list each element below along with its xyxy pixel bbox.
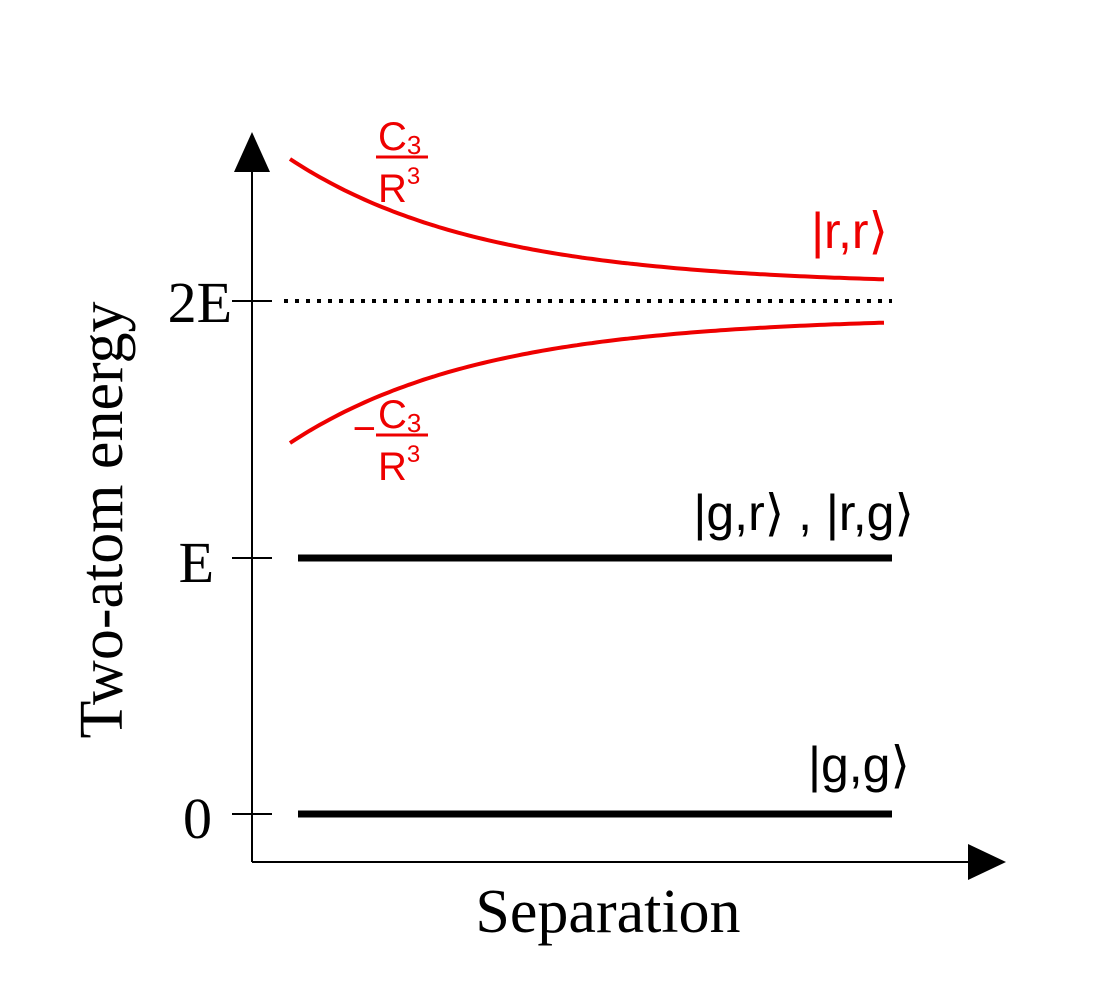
lower-denominator: R3 — [378, 441, 420, 489]
y-tick-label-e: E — [179, 530, 214, 595]
y-axis-arrowhead — [234, 132, 270, 172]
lower-interaction-label: − C3 R3 — [353, 393, 428, 489]
y-tick-label-2e: 2E — [168, 270, 232, 335]
double-excitation-label: |r,r⟩ — [811, 203, 888, 259]
x-axis-arrowhead — [968, 844, 1006, 880]
ground-state-label: |g,g⟩ — [808, 737, 910, 793]
single-excitation-label: |g,r⟩ , |r,g⟩ — [693, 485, 914, 541]
upper-shifted-curve — [288, 157, 885, 282]
y-tick-label-0: 0 — [183, 786, 212, 851]
lower-shifted-curve — [288, 320, 885, 445]
interaction-curves — [288, 157, 885, 445]
y-axis-label: Two-atom energy — [68, 302, 136, 739]
upper-numerator: C3 — [378, 115, 421, 160]
upper-denominator: R3 — [378, 163, 420, 211]
lower-sign: − — [353, 407, 376, 451]
x-axis-label: Separation — [475, 878, 740, 946]
upper-interaction-label: C3 R3 — [376, 115, 428, 211]
energy-levels: |g,g⟩ |g,r⟩ , |r,g⟩ |r,r⟩ — [284, 203, 914, 818]
axes: 0 E 2E Two-atom energy Separation — [68, 132, 1006, 946]
lower-numerator: C3 — [378, 393, 421, 438]
